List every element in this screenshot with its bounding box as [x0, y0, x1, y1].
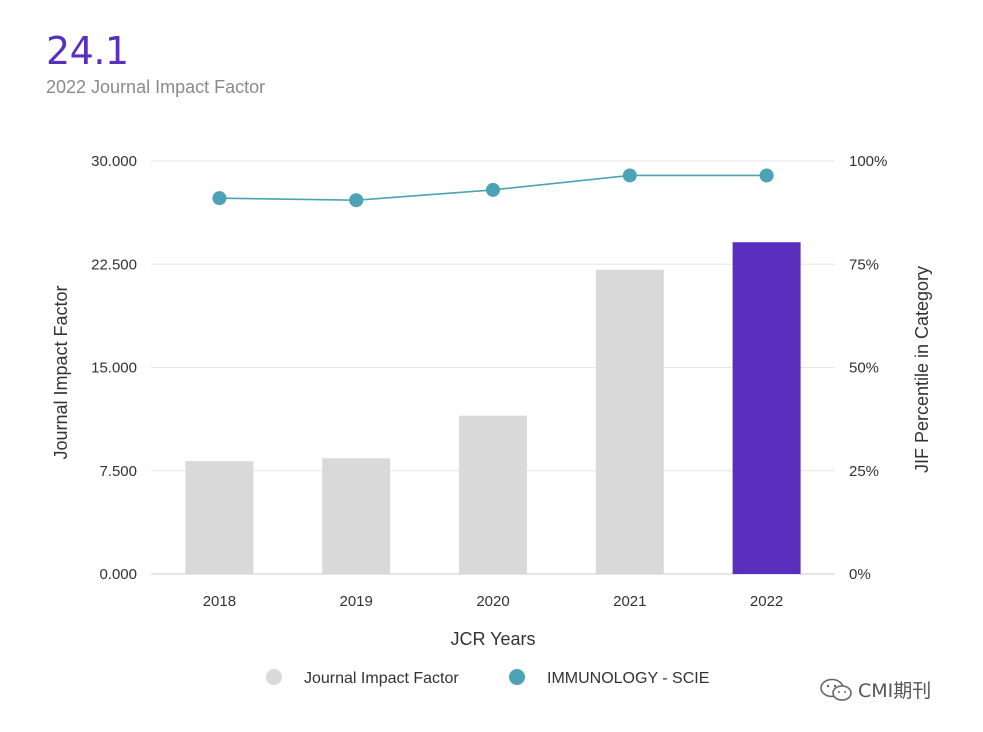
impact-factor-value: 24.1 [46, 29, 129, 73]
legend-label-line: IMMUNOLOGY - SCIE [547, 670, 709, 687]
x-tick-label: 2022 [750, 593, 783, 610]
y-tick-label-right: 25% [849, 463, 879, 480]
x-tick-label: 2020 [476, 593, 509, 610]
watermark-text: CMI期刊 [858, 680, 932, 702]
bar-2022 [732, 242, 801, 574]
impact-factor-caption: 2022 Journal Impact Factor [46, 77, 266, 97]
percentile-point-2021 [622, 168, 637, 183]
y-axis-title-left: Journal Impact Factor [51, 285, 71, 459]
y-tick-label-left: 30.000 [91, 153, 137, 170]
y-tick-label-left: 0.000 [99, 566, 137, 583]
percentile-point-2019 [349, 193, 364, 208]
x-axis-title: JCR Years [450, 629, 535, 649]
legend-swatch-bar [266, 669, 282, 685]
headline: 24.1 2022 Journal Impact Factor [46, 28, 265, 98]
y-tick-label-right: 100% [849, 153, 887, 170]
wechat-icon [820, 678, 852, 701]
bar-2018 [185, 461, 254, 574]
x-tick-label: 2018 [203, 593, 236, 610]
legend-swatch-line [509, 669, 525, 685]
y-tick-label-right: 0% [849, 566, 871, 583]
y-tick-label-right: 50% [849, 360, 879, 377]
percentile-point-2018 [212, 191, 227, 206]
percentile-point-2022 [759, 168, 774, 183]
y-tick-label-left: 7.500 [99, 463, 137, 480]
watermark: CMI期刊 [818, 676, 931, 703]
x-tick-label: 2021 [613, 593, 646, 610]
bar-2021 [595, 269, 664, 574]
y-tick-label-left: 22.500 [91, 256, 137, 273]
x-tick-label: 2019 [340, 593, 373, 610]
y-axis-title-right: JIF Percentile in Category [912, 266, 932, 473]
percentile-point-2020 [486, 182, 500, 197]
y-tick-label-left: 15.000 [91, 360, 137, 377]
bar-2020 [459, 415, 527, 574]
y-tick-label-right: 75% [849, 256, 879, 273]
legend-label-bar: Journal Impact Factor [304, 670, 459, 687]
bar-2019 [322, 458, 391, 574]
